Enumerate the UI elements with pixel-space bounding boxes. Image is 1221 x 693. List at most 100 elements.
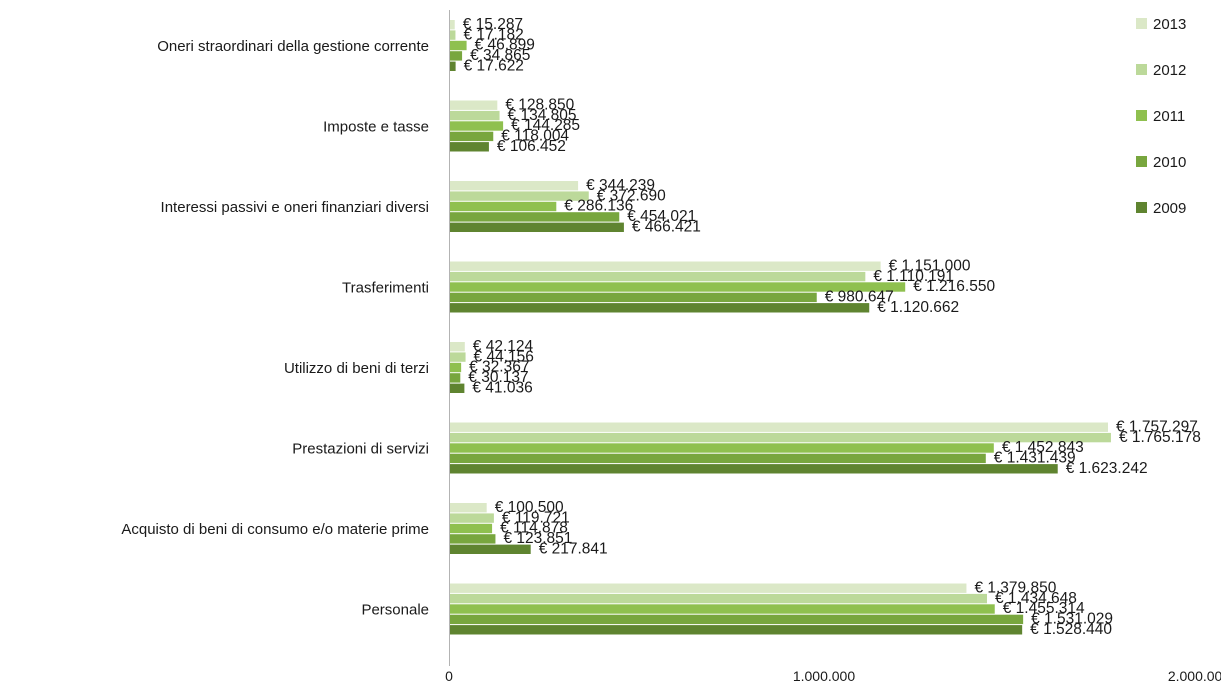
bar bbox=[449, 625, 1023, 635]
data-label: € 1.120.662 bbox=[877, 299, 959, 316]
bar bbox=[449, 261, 881, 271]
category-label: Prestazioni di servizi bbox=[292, 441, 429, 458]
category-label: Oneri straordinari della gestione corren… bbox=[157, 38, 429, 55]
legend-label: 2009 bbox=[1153, 200, 1186, 217]
data-label: € 372.690 bbox=[597, 187, 666, 204]
bar bbox=[449, 534, 496, 544]
data-label: € 46.899 bbox=[475, 37, 535, 54]
bar bbox=[449, 523, 493, 534]
data-label: € 1.765.178 bbox=[1119, 429, 1201, 446]
bar bbox=[449, 373, 461, 383]
data-label: € 134.805 bbox=[508, 107, 577, 124]
bars-layer bbox=[449, 20, 1111, 635]
data-label: € 114.878 bbox=[500, 520, 568, 537]
bar bbox=[449, 604, 995, 614]
data-label: € 1.455.314 bbox=[1003, 600, 1085, 617]
bar bbox=[449, 422, 1108, 432]
bar bbox=[449, 464, 1058, 474]
data-label: € 32.367 bbox=[469, 359, 529, 376]
data-label: € 144.285 bbox=[511, 117, 580, 134]
bar bbox=[449, 614, 1024, 625]
value-labels-layer: € 15.287€ 17.182€ 46.899€ 34.865€ 17.622… bbox=[463, 16, 1201, 638]
bar bbox=[449, 282, 906, 292]
bar bbox=[449, 30, 456, 40]
legend-swatch bbox=[1136, 110, 1147, 121]
category-label: Personale bbox=[361, 602, 429, 619]
legend-swatch bbox=[1136, 156, 1147, 167]
bar bbox=[449, 100, 498, 110]
data-label: € 1.110.191 bbox=[873, 268, 954, 285]
bar bbox=[449, 142, 489, 152]
bar bbox=[449, 453, 986, 464]
data-label: € 42.124 bbox=[473, 338, 534, 355]
data-label: € 1.757.297 bbox=[1116, 418, 1198, 435]
bar bbox=[449, 593, 987, 604]
bar bbox=[449, 201, 557, 212]
bar bbox=[449, 544, 531, 554]
data-label: € 1.452.843 bbox=[1002, 439, 1084, 456]
data-label: € 1.379.850 bbox=[974, 579, 1056, 596]
category-labels-layer: Oneri straordinari della gestione corren… bbox=[121, 38, 429, 619]
data-label: € 123.851 bbox=[503, 530, 572, 547]
bar bbox=[449, 443, 994, 453]
data-label: € 17.182 bbox=[463, 26, 523, 43]
legend-label: 2011 bbox=[1153, 108, 1185, 125]
bar bbox=[449, 432, 1111, 443]
bar bbox=[449, 342, 465, 352]
bar bbox=[449, 51, 463, 61]
category-label: Trasferimenti bbox=[342, 280, 429, 297]
bar bbox=[449, 20, 455, 30]
data-label: € 1.151.000 bbox=[889, 257, 971, 274]
legend-swatch bbox=[1136, 18, 1147, 29]
data-label: € 1.434.648 bbox=[995, 590, 1077, 607]
data-label: € 15.287 bbox=[463, 16, 523, 33]
data-label: € 128.850 bbox=[505, 96, 574, 113]
bar bbox=[449, 303, 870, 313]
category-label: Utilizzo di beni di terzi bbox=[284, 360, 429, 377]
legend: 2013 2012 2011 2010 2009 bbox=[1136, 16, 1186, 217]
axis-layer: 0 1.000.000 2.000.000 bbox=[445, 10, 1221, 684]
data-label: € 217.841 bbox=[539, 541, 608, 558]
data-label: € 1.431.439 bbox=[994, 450, 1076, 467]
bar bbox=[449, 40, 467, 51]
bar bbox=[449, 121, 504, 131]
data-label: € 1.216.550 bbox=[913, 278, 995, 295]
bar bbox=[449, 61, 456, 71]
bar bbox=[449, 513, 494, 523]
data-label: € 44.156 bbox=[474, 348, 534, 365]
bar bbox=[449, 271, 866, 282]
data-label: € 34.865 bbox=[470, 47, 530, 64]
bar bbox=[449, 292, 817, 303]
bar bbox=[449, 583, 967, 593]
category-label: Acquisto di beni di consumo e/o materie … bbox=[121, 521, 429, 538]
data-label: € 17.622 bbox=[464, 58, 524, 75]
data-label: € 1.623.242 bbox=[1066, 460, 1148, 477]
legend-swatch bbox=[1136, 202, 1147, 213]
data-label: € 466.421 bbox=[632, 219, 701, 236]
data-label: € 119.721 bbox=[502, 509, 570, 526]
category-label: Interessi passivi e oneri finanziari div… bbox=[161, 199, 429, 216]
data-label: € 100.500 bbox=[495, 499, 564, 516]
bar bbox=[449, 181, 579, 191]
data-label: € 118.004 bbox=[501, 128, 569, 145]
bar bbox=[449, 362, 462, 373]
legend-label: 2010 bbox=[1153, 154, 1186, 171]
bar bbox=[449, 191, 589, 201]
data-label: € 1.531.029 bbox=[1031, 611, 1113, 628]
legend-label: 2012 bbox=[1153, 62, 1186, 79]
data-label: € 30.137 bbox=[468, 369, 528, 386]
category-label: Imposte e tasse bbox=[323, 119, 429, 136]
legend-swatch bbox=[1136, 64, 1147, 75]
bar bbox=[449, 352, 466, 362]
data-label: € 344.239 bbox=[586, 177, 655, 194]
data-label: € 980.647 bbox=[825, 289, 894, 306]
data-label: € 41.036 bbox=[472, 380, 532, 397]
x-tick-label: 1.000.000 bbox=[793, 668, 855, 684]
data-label: € 286.136 bbox=[564, 198, 633, 215]
bar bbox=[449, 222, 624, 232]
bar bbox=[449, 212, 620, 222]
data-label: € 1.528.440 bbox=[1030, 621, 1112, 638]
bar bbox=[449, 110, 500, 121]
legend-label: 2013 bbox=[1153, 16, 1186, 33]
